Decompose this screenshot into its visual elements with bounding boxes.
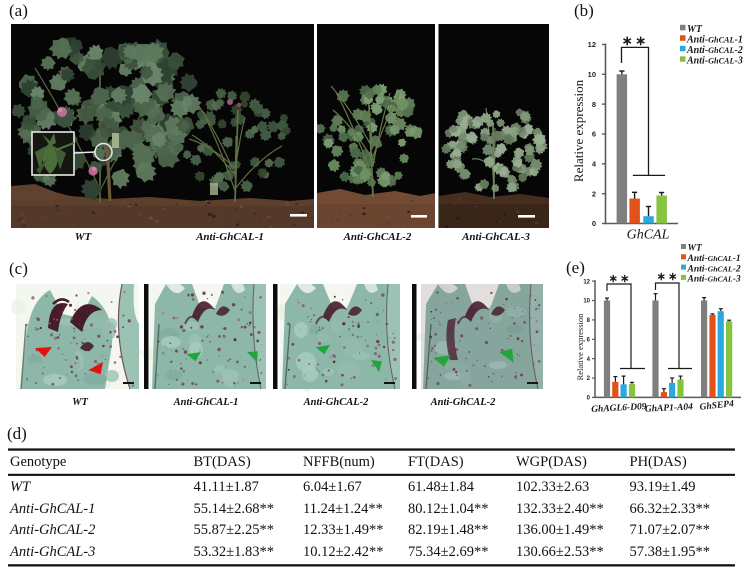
svg-text:Relative expression: Relative expression [575, 313, 585, 381]
svg-text:2: 2 [587, 376, 591, 382]
svg-text:WT: WT [687, 24, 703, 35]
svg-text:Relative expression: Relative expression [571, 79, 586, 182]
svg-text:∗ ∗: ∗ ∗ [622, 33, 646, 48]
svg-text:∗ ∗: ∗ ∗ [657, 271, 678, 283]
svg-text:0: 0 [587, 396, 591, 402]
svg-text:GhAP1-A04: GhAP1-A04 [645, 402, 694, 415]
svg-text:2: 2 [592, 189, 596, 198]
svg-text:Anti-GhCAL-2: Anti-GhCAL-2 [687, 264, 741, 274]
svg-text:Anti-GhCAL-1: Anti-GhCAL-1 [687, 254, 741, 264]
svg-text:4: 4 [587, 357, 591, 363]
svg-text:GhAGL6-D09: GhAGL6-D09 [591, 402, 647, 415]
svg-text:10: 10 [588, 70, 596, 79]
svg-text:4: 4 [592, 160, 597, 169]
svg-text:Anti-GhCAL-2: Anti-GhCAL-2 [686, 45, 743, 56]
svg-text:∗ ∗: ∗ ∗ [609, 273, 630, 285]
svg-text:GhCAL: GhCAL [627, 228, 670, 243]
svg-text:Anti-GhCAL-3: Anti-GhCAL-3 [686, 56, 743, 67]
svg-text:Anti-GhCAL-3: Anti-GhCAL-3 [687, 275, 741, 285]
svg-text:8: 8 [592, 100, 596, 109]
svg-text:6: 6 [592, 130, 596, 139]
svg-text:0: 0 [592, 219, 596, 228]
svg-text:12: 12 [583, 279, 590, 285]
svg-text:GhSEP4: GhSEP4 [699, 399, 734, 413]
svg-text:Anti-GhCAL-1: Anti-GhCAL-1 [686, 35, 743, 46]
svg-text:6: 6 [587, 338, 591, 344]
svg-text:WT: WT [688, 244, 703, 254]
svg-text:12: 12 [588, 40, 596, 49]
svg-text:8: 8 [587, 318, 591, 324]
svg-text:10: 10 [583, 299, 590, 305]
